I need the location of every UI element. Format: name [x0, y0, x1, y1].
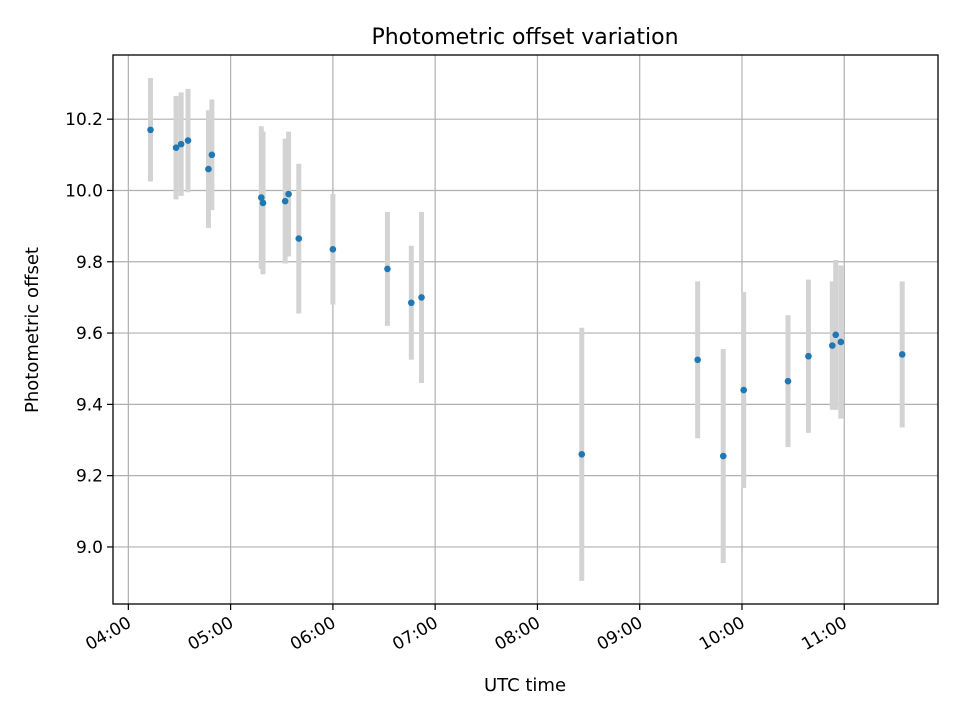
x-tick-label: 04:00 — [82, 613, 134, 655]
data-point — [184, 137, 192, 144]
y-tick-label: 9.6 — [76, 324, 103, 344]
data-point — [147, 126, 154, 134]
x-tick-label: 07:00 — [389, 613, 441, 655]
y-tick-label: 9.4 — [76, 395, 103, 415]
data-point — [805, 352, 812, 360]
data-point — [719, 452, 727, 460]
error-bars — [148, 78, 905, 581]
y-tick-label: 10.2 — [65, 110, 103, 130]
x-tick-label: 08:00 — [491, 613, 543, 655]
x-tick-label: 09:00 — [594, 613, 646, 655]
data-point — [281, 197, 289, 205]
x-tick-label: 10:00 — [696, 613, 748, 655]
data-point — [832, 331, 840, 339]
data-point — [837, 338, 845, 346]
data-points — [147, 126, 906, 460]
y-tick-label: 9.2 — [76, 467, 103, 487]
data-point — [285, 190, 292, 198]
x-tick-label: 05:00 — [185, 613, 237, 655]
x-axis-label: UTC time — [484, 675, 566, 696]
data-point — [740, 386, 747, 394]
data-point — [784, 377, 792, 385]
x-tick-label: 11:00 — [798, 613, 850, 655]
grid-lines — [113, 55, 938, 604]
data-point — [418, 294, 425, 301]
data-point — [694, 356, 701, 364]
data-point — [829, 342, 836, 349]
data-point — [329, 245, 337, 253]
data-point — [384, 265, 391, 273]
y-tick-label: 9.0 — [76, 538, 103, 558]
data-point — [172, 144, 180, 151]
y-axis-label: Photometric offset — [22, 247, 43, 413]
data-point — [205, 165, 212, 173]
y-tick-label: 9.8 — [76, 253, 103, 273]
data-point — [208, 151, 216, 159]
chart-title: Photometric offset variation — [371, 25, 678, 50]
data-point — [259, 199, 267, 207]
plot-frame — [112, 54, 939, 605]
data-point — [898, 351, 906, 358]
data-point — [578, 450, 586, 458]
y-axis-ticks: 9.0 9.2 9.4 9.6 9.8 10.0 10.2 — [65, 110, 113, 558]
data-point — [295, 235, 303, 242]
data-point — [177, 140, 185, 148]
x-axis-ticks: 04:00 05:00 06:00 07:00 08:00 09:00 10:00 11:00 — [82, 604, 851, 655]
data-point — [407, 299, 415, 307]
y-tick-label: 10.0 — [65, 181, 103, 201]
x-tick-label: 06:00 — [287, 613, 339, 655]
data-point — [257, 194, 265, 201]
